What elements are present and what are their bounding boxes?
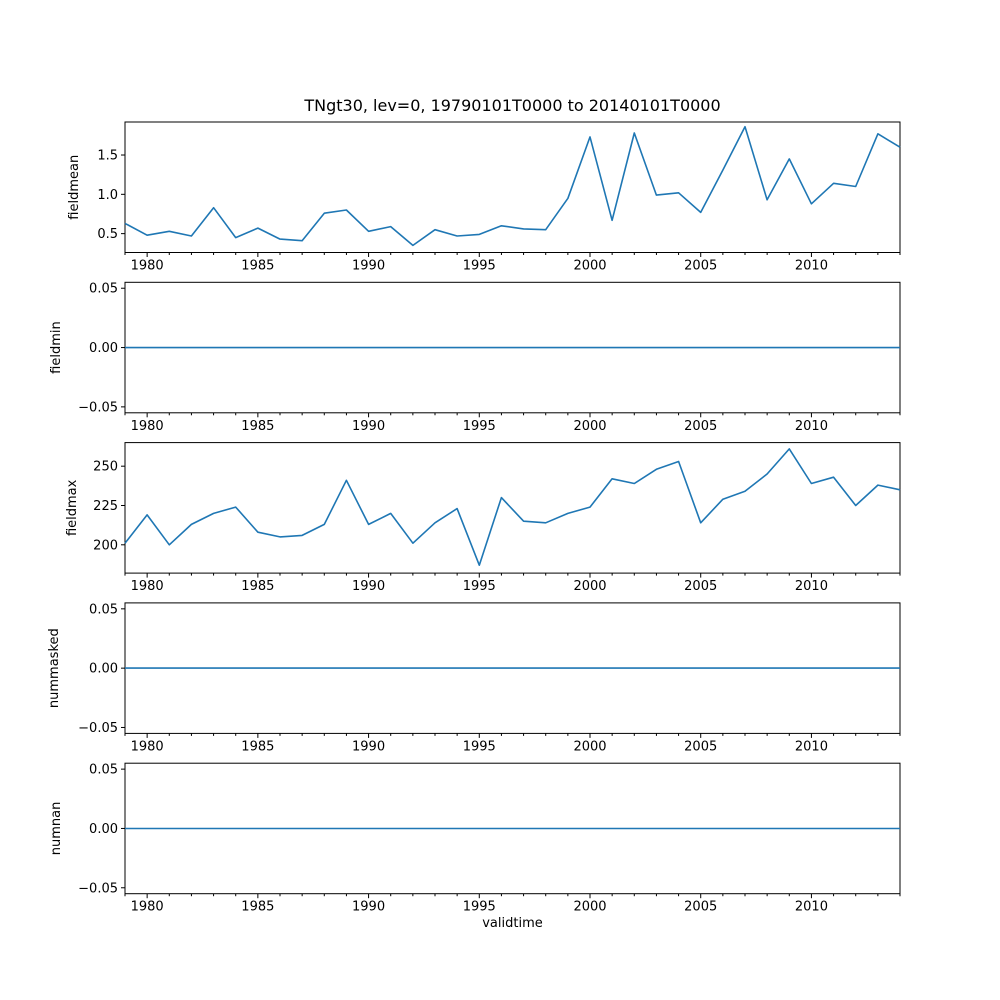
y-tick-label: 0.05 xyxy=(89,282,118,297)
y-tick-label: 200 xyxy=(93,538,118,553)
x-tick-label: 1990 xyxy=(352,419,385,434)
x-tick-label: 2000 xyxy=(573,739,606,754)
x-tick-label: 1995 xyxy=(463,900,496,915)
x-tick-label: 1980 xyxy=(131,259,164,274)
subplot-numnan: −0.05 0.00 0.05 1980 1985 1990 1995 2000 2005 201… xyxy=(49,763,901,915)
subplot-fieldmin: −0.05 0.00 0.05 1980 1985 1990 1995 2000 2005 201… xyxy=(49,282,901,434)
x-axis-label: validtime xyxy=(482,916,543,931)
x-tick-label: 1980 xyxy=(131,419,164,434)
x-tick-label: 1980 xyxy=(131,900,164,915)
y-tick-label: 1.0 xyxy=(97,188,118,203)
plot-frame xyxy=(124,442,901,574)
x-tick-label: 1985 xyxy=(241,419,274,434)
x-tick-label: 2010 xyxy=(795,579,828,594)
subplot-fieldmean: 0.5 1.0 1.5 1980 1985 1990 1995 2000 2005 2010 fie… xyxy=(67,121,901,274)
x-tick-label: 1980 xyxy=(131,579,164,594)
x-tick-label: 2000 xyxy=(573,419,606,434)
plot-frame xyxy=(124,121,901,253)
y-axis-label-fieldmean: fieldmean xyxy=(67,155,82,220)
x-tick-label: 1985 xyxy=(241,579,274,594)
y-axis-label-fieldmax: fieldmax xyxy=(65,479,80,536)
y-axis-label-nummasked: nummasked xyxy=(47,628,62,708)
y-tick-label: 0.00 xyxy=(89,662,118,677)
x-tick-label: 2005 xyxy=(684,419,717,434)
subplot-nummasked: −0.05 0.00 0.05 1980 1985 1990 1995 2000 2005 201… xyxy=(47,602,901,754)
x-tick-label: 1985 xyxy=(241,259,274,274)
x-tick-label: 1995 xyxy=(463,739,496,754)
x-tick-label: 1990 xyxy=(352,739,385,754)
y-tick-label: −0.05 xyxy=(78,881,118,896)
x-tick-label: 1995 xyxy=(463,419,496,434)
y-tick-label: 225 xyxy=(93,499,118,514)
x-tick-label: 2005 xyxy=(684,259,717,274)
x-tick-label: 2000 xyxy=(573,900,606,915)
x-tick-label: 1995 xyxy=(463,579,496,594)
x-tick-label: 1995 xyxy=(463,259,496,274)
y-tick-label: 0.00 xyxy=(89,822,118,837)
y-tick-label: 0.00 xyxy=(89,341,118,356)
y-tick-label: 250 xyxy=(93,460,118,475)
x-tick-label: 2000 xyxy=(573,259,606,274)
x-tick-label: 2010 xyxy=(795,259,828,274)
x-tick-label: 1990 xyxy=(352,259,385,274)
y-tick-label: −0.05 xyxy=(78,400,118,415)
x-tick-label: 1990 xyxy=(352,900,385,915)
figure-title: TNgt30, lev=0, 19790101T0000 to 20140101… xyxy=(304,96,721,115)
x-tick-label: 1980 xyxy=(131,739,164,754)
y-tick-label: −0.05 xyxy=(78,721,118,736)
y-tick-label: 1.5 xyxy=(97,149,118,164)
x-tick-label: 2010 xyxy=(795,739,828,754)
y-axis-label-fieldmin: fieldmin xyxy=(49,321,64,374)
x-tick-label: 2005 xyxy=(684,579,717,594)
x-tick-label: 1985 xyxy=(241,739,274,754)
y-tick-label: 0.05 xyxy=(89,763,118,778)
x-tick-label: 2005 xyxy=(684,900,717,915)
x-tick-label: 2010 xyxy=(795,900,828,915)
y-tick-label: 0.5 xyxy=(97,227,118,242)
x-tick-label: 2010 xyxy=(795,419,828,434)
x-tick-label: 2000 xyxy=(573,579,606,594)
y-axis-label-numnan: numnan xyxy=(49,802,64,856)
series-line-fieldmax xyxy=(124,448,901,567)
x-tick-label: 1990 xyxy=(352,579,385,594)
x-tick-label: 1985 xyxy=(241,900,274,915)
subplot-fieldmax: 200 225 250 1980 1985 1990 1995 2000 2005 2010 fie… xyxy=(65,442,901,594)
series-line-fieldmean xyxy=(124,125,901,247)
x-tick-label: 2005 xyxy=(684,739,717,754)
y-tick-label: 0.05 xyxy=(89,602,118,617)
